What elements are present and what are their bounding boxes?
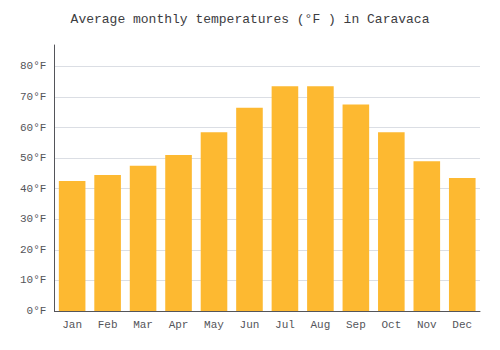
- svg-text:0°F: 0°F: [27, 305, 47, 317]
- svg-text:Jul: Jul: [275, 319, 295, 331]
- svg-text:40°F: 40°F: [20, 183, 46, 195]
- svg-text:70°F: 70°F: [20, 91, 46, 103]
- svg-text:Aug: Aug: [310, 319, 330, 331]
- svg-text:50°F: 50°F: [20, 152, 46, 164]
- svg-text:20°F: 20°F: [20, 244, 46, 256]
- svg-text:60°F: 60°F: [20, 122, 46, 134]
- svg-text:10°F: 10°F: [20, 274, 46, 286]
- svg-text:Mar: Mar: [133, 319, 153, 331]
- svg-text:Jun: Jun: [240, 319, 260, 331]
- svg-text:Feb: Feb: [98, 319, 118, 331]
- svg-text:Dec: Dec: [452, 319, 472, 331]
- svg-text:Apr: Apr: [169, 319, 189, 331]
- svg-text:May: May: [204, 319, 224, 331]
- svg-text:30°F: 30°F: [20, 213, 46, 225]
- svg-text:80°F: 80°F: [20, 60, 46, 72]
- svg-text:Sep: Sep: [346, 319, 366, 331]
- svg-text:Nov: Nov: [417, 319, 437, 331]
- svg-text:Jan: Jan: [62, 319, 82, 331]
- svg-text:Oct: Oct: [381, 319, 401, 331]
- svg-text:Average monthly temperatures (: Average monthly temperatures (°F ) in Ca…: [71, 12, 430, 27]
